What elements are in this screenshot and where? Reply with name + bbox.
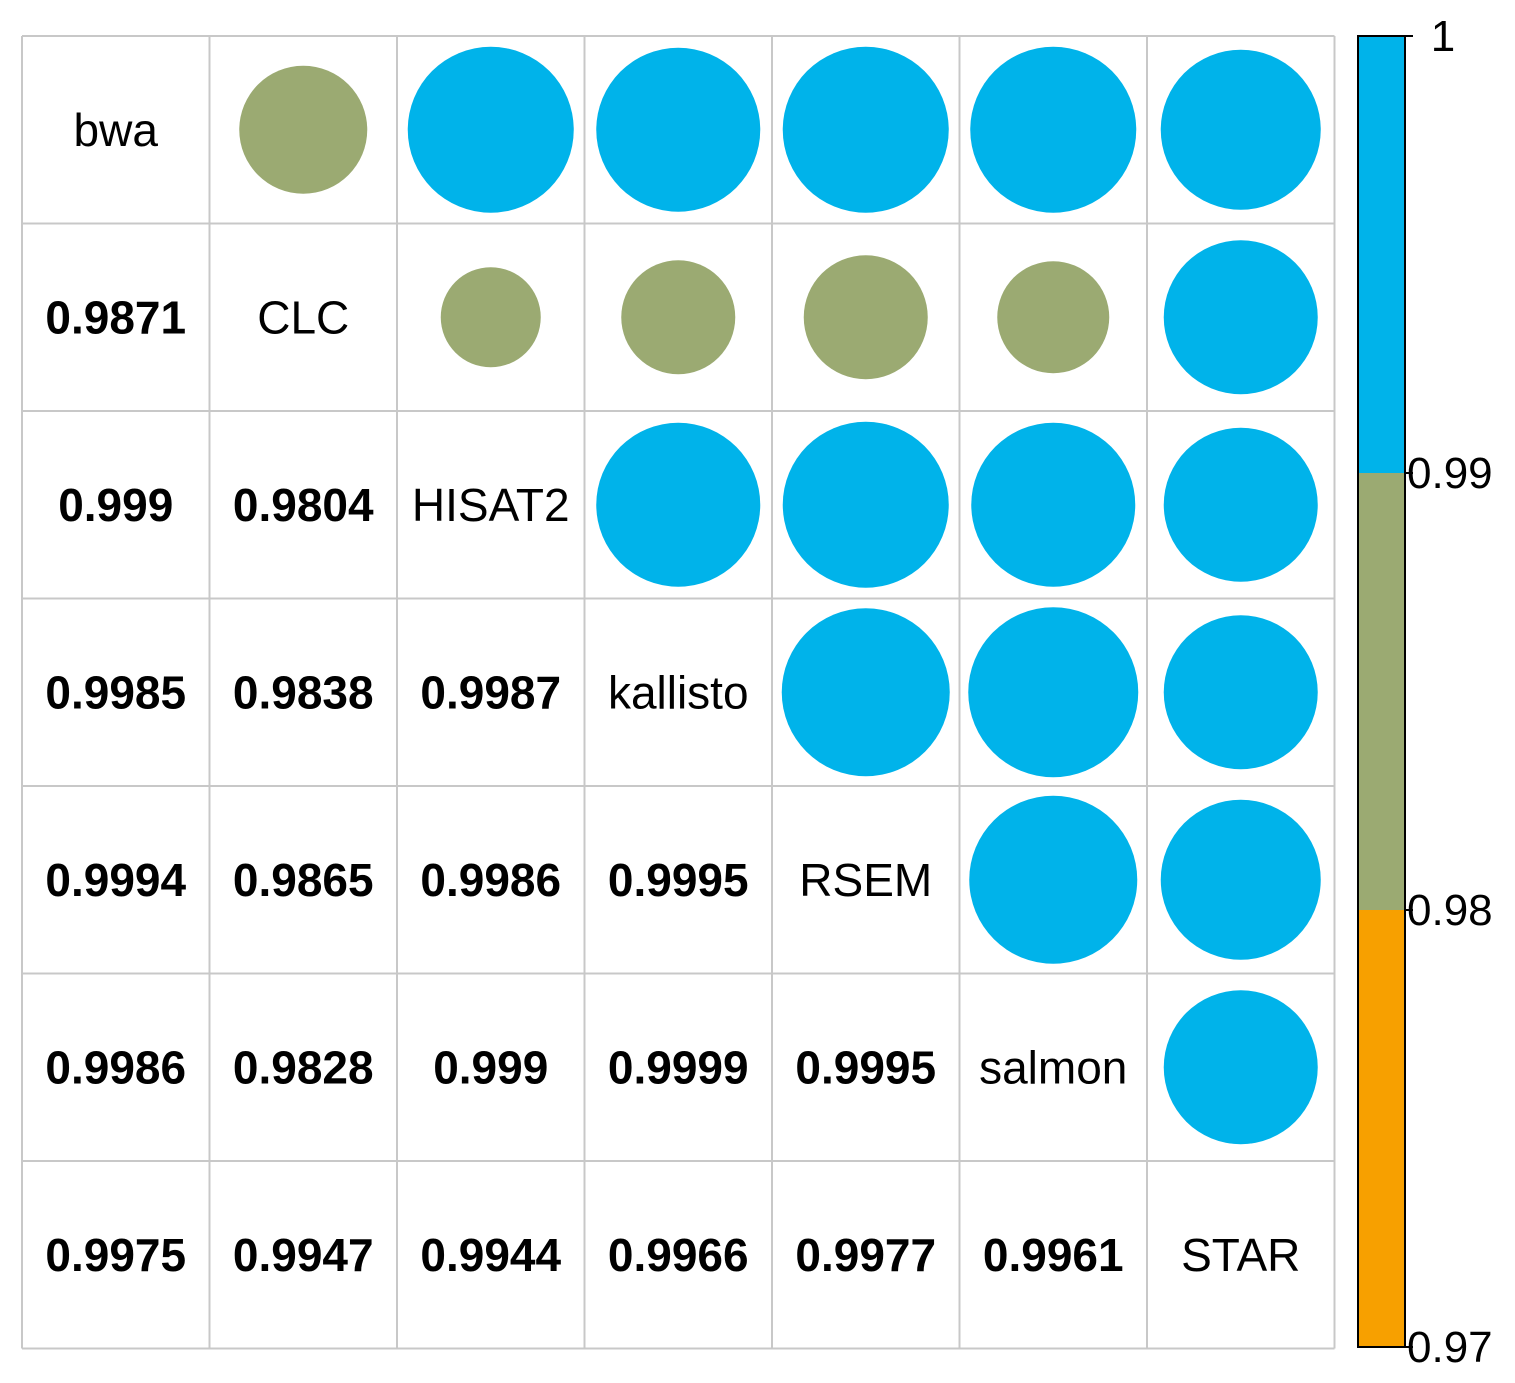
corr-value-label: 0.9871 — [45, 291, 186, 343]
colorbar-tick-label: 0.97 — [1407, 1323, 1493, 1372]
corr-value-label: 0.9977 — [795, 1229, 936, 1281]
corr-value-label: 0.9865 — [233, 854, 374, 906]
corr-circle-CLC-HISAT2 — [440, 267, 541, 368]
colorbar-bin-1 — [1358, 473, 1405, 910]
corr-circle-RSEM-salmon — [969, 795, 1138, 964]
corr-value-label: 0.9961 — [983, 1229, 1124, 1281]
variable-label-HISAT2: HISAT2 — [412, 479, 570, 531]
variable-label-STAR: STAR — [1181, 1229, 1300, 1281]
corr-value-label: 0.9944 — [420, 1229, 561, 1281]
corr-circle-bwa-HISAT2 — [407, 46, 574, 213]
cell-labels: bwa CLC 0.9871 HISAT2 0.999 0.9804 kallisto 0.9… — [45, 104, 1300, 1281]
corr-value-label: 0.999 — [433, 1041, 548, 1093]
corr-value-label: 0.9828 — [233, 1041, 374, 1093]
corr-value-label: 0.9986 — [45, 1041, 186, 1093]
corr-value-label: 0.9985 — [45, 666, 186, 718]
corr-circle-HISAT2-RSEM — [782, 421, 949, 588]
corr-circle-kallisto-salmon — [968, 607, 1139, 778]
corr-circle-kallisto-STAR — [1163, 615, 1318, 770]
corr-circle-bwa-CLC — [239, 65, 368, 194]
colorbar-bin-0 — [1358, 910, 1405, 1347]
colorbar-frame — [1357, 35, 1406, 1348]
corr-circle-HISAT2-STAR — [1163, 427, 1318, 582]
corr-circle-bwa-RSEM — [782, 46, 949, 213]
corr-value-label: 0.9838 — [233, 666, 374, 718]
upper-circles — [239, 46, 1321, 1145]
corr-value-label: 0.9986 — [420, 854, 561, 906]
grid-lines — [21, 35, 1336, 1350]
corr-circle-HISAT2-kallisto — [596, 422, 761, 587]
corr-circle-bwa-kallisto — [596, 47, 761, 212]
corr-circle-RSEM-STAR — [1160, 799, 1321, 960]
corr-value-label: 0.9995 — [795, 1041, 936, 1093]
corr-value-label: 0.999 — [58, 479, 173, 531]
corr-value-label: 0.9999 — [608, 1041, 749, 1093]
variable-label-kallisto: kallisto — [608, 666, 749, 718]
corr-value-label: 0.9987 — [420, 666, 561, 718]
colorbar-tick-label: 1 — [1431, 12, 1455, 61]
colorbar-tick-label: 0.98 — [1407, 886, 1493, 935]
corr-value-label: 0.9995 — [608, 854, 749, 906]
corr-value-label: 0.9966 — [608, 1229, 749, 1281]
colorbar-bin-2 — [1358, 36, 1405, 473]
variable-label-salmon: salmon — [979, 1041, 1127, 1093]
corr-value-label: 0.9804 — [233, 479, 374, 531]
corr-circle-salmon-STAR — [1163, 990, 1318, 1145]
variable-label-bwa: bwa — [74, 104, 159, 156]
corr-circle-bwa-STAR — [1160, 49, 1321, 210]
corr-circle-CLC-RSEM — [803, 255, 928, 380]
corr-circle-CLC-STAR — [1163, 240, 1318, 395]
corr-value-label: 0.9975 — [45, 1229, 186, 1281]
corr-circle-HISAT2-salmon — [971, 422, 1136, 587]
corr-circle-CLC-kallisto — [621, 260, 736, 375]
corr-value-label: 0.9994 — [45, 854, 186, 906]
corr-circle-kallisto-RSEM — [781, 608, 950, 777]
corr-circle-CLC-salmon — [997, 261, 1110, 374]
variable-label-CLC: CLC — [257, 291, 349, 343]
colorbar-tick-label: 0.99 — [1407, 449, 1493, 498]
corr-circle-bwa-salmon — [970, 46, 1137, 213]
variable-label-RSEM: RSEM — [799, 854, 932, 906]
corr-value-label: 0.9947 — [233, 1229, 374, 1281]
colorbar: 1 0.99 0.98 0.97 — [1357, 12, 1493, 1372]
